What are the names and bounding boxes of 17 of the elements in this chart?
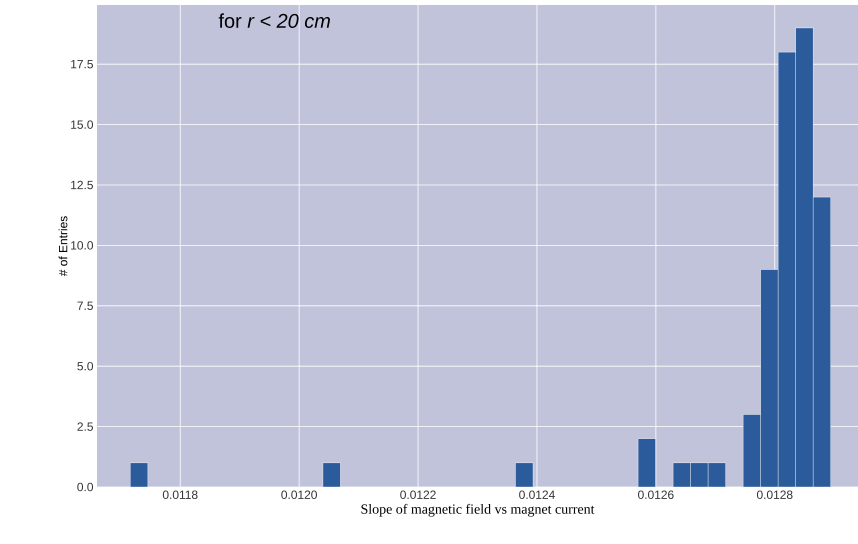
annotation: for r < 20 cm bbox=[218, 13, 330, 28]
x-tick-label: 0.0124 bbox=[519, 490, 555, 499]
y-tick-label: 0.0 bbox=[77, 482, 94, 492]
x-tick-label: 0.0120 bbox=[281, 490, 317, 499]
y-tick-label: 12.5 bbox=[71, 180, 93, 190]
x-tick-label: 0.0128 bbox=[756, 490, 793, 499]
x-tick-label: 0.0118 bbox=[162, 490, 198, 499]
x-axis-title: Slope of magnetic field vs magnet current bbox=[361, 504, 594, 517]
y-axis-title: # of Entries bbox=[58, 216, 68, 276]
x-tick-label: 0.0122 bbox=[400, 490, 436, 499]
y-tick-label: 5.0 bbox=[77, 362, 94, 370]
y-tick-label: 10.0 bbox=[71, 241, 94, 250]
y-tick-label: 2.5 bbox=[77, 422, 93, 431]
y-tick-label: 7.5 bbox=[77, 302, 93, 310]
y-tick-label: 15.0 bbox=[71, 120, 94, 129]
x-tick-label: 0.0126 bbox=[638, 490, 674, 499]
y-tick-label: 17.5 bbox=[71, 60, 93, 68]
